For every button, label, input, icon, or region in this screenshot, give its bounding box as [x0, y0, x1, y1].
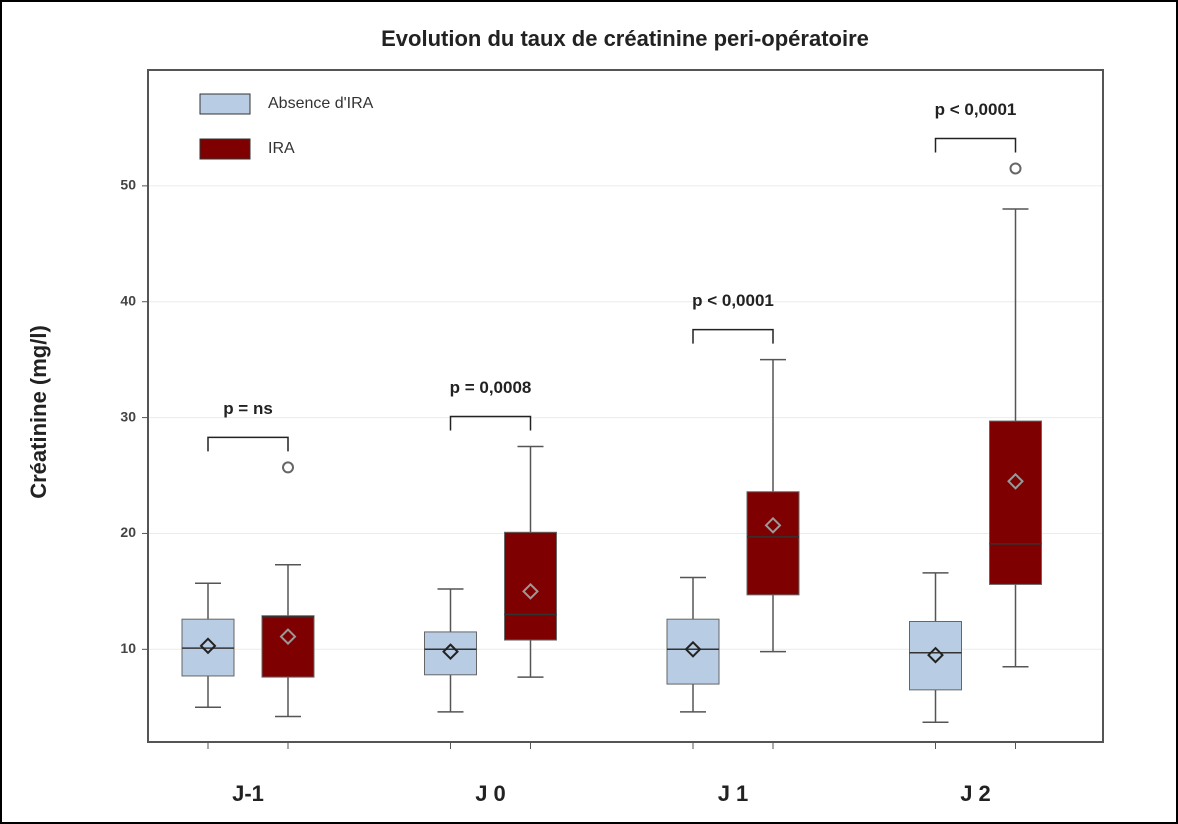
mean — [1007, 472, 1024, 490]
box — [746, 491, 800, 596]
outlier — [1009, 162, 1022, 175]
annotation: p = ns — [223, 399, 273, 418]
y-axis-label: Créatinine (mg/l) — [26, 325, 51, 499]
box — [666, 618, 720, 685]
box — [909, 621, 962, 691]
x-tick-label: J 1 — [718, 781, 749, 806]
plot-area — [147, 69, 1104, 743]
bracket — [934, 137, 1017, 153]
legend-swatch — [199, 138, 251, 160]
mean — [927, 646, 944, 664]
mean — [684, 640, 702, 658]
annotation: p = 0,0008 — [450, 378, 532, 397]
x-tick-label: J 0 — [475, 781, 506, 806]
mean — [442, 643, 459, 661]
annotation: p < 0,0001 — [692, 291, 774, 310]
chart-title: Evolution du taux de créatinine peri-opé… — [381, 26, 869, 51]
box — [261, 615, 315, 678]
box — [424, 631, 477, 676]
box — [504, 531, 557, 641]
mean — [199, 637, 217, 655]
x-tick-label: J 2 — [960, 781, 991, 806]
x-tick-label: J-1 — [232, 781, 264, 806]
legend-swatch — [199, 93, 251, 115]
mean — [764, 516, 782, 534]
mean — [522, 582, 539, 600]
y-tick-label: 50 — [120, 177, 136, 193]
mean — [279, 628, 297, 645]
box — [989, 420, 1042, 585]
y-tick-label: 20 — [120, 524, 136, 540]
bracket — [449, 415, 532, 431]
legend-label: IRA — [268, 140, 295, 157]
legend-label: Absence d'IRA — [268, 95, 374, 112]
y-tick-label: 40 — [120, 292, 136, 308]
y-tick-label: 10 — [120, 640, 136, 656]
bracket — [692, 328, 774, 344]
y-tick-label: 30 — [120, 408, 136, 424]
bracket — [207, 436, 289, 452]
outlier — [282, 461, 294, 474]
annotation: p < 0,0001 — [935, 100, 1017, 119]
